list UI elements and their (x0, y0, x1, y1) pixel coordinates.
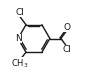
Text: CH$_3$: CH$_3$ (11, 58, 29, 70)
Text: O: O (63, 23, 70, 32)
Text: Cl: Cl (15, 8, 24, 17)
Text: Cl: Cl (62, 45, 71, 54)
Text: N: N (15, 34, 21, 43)
